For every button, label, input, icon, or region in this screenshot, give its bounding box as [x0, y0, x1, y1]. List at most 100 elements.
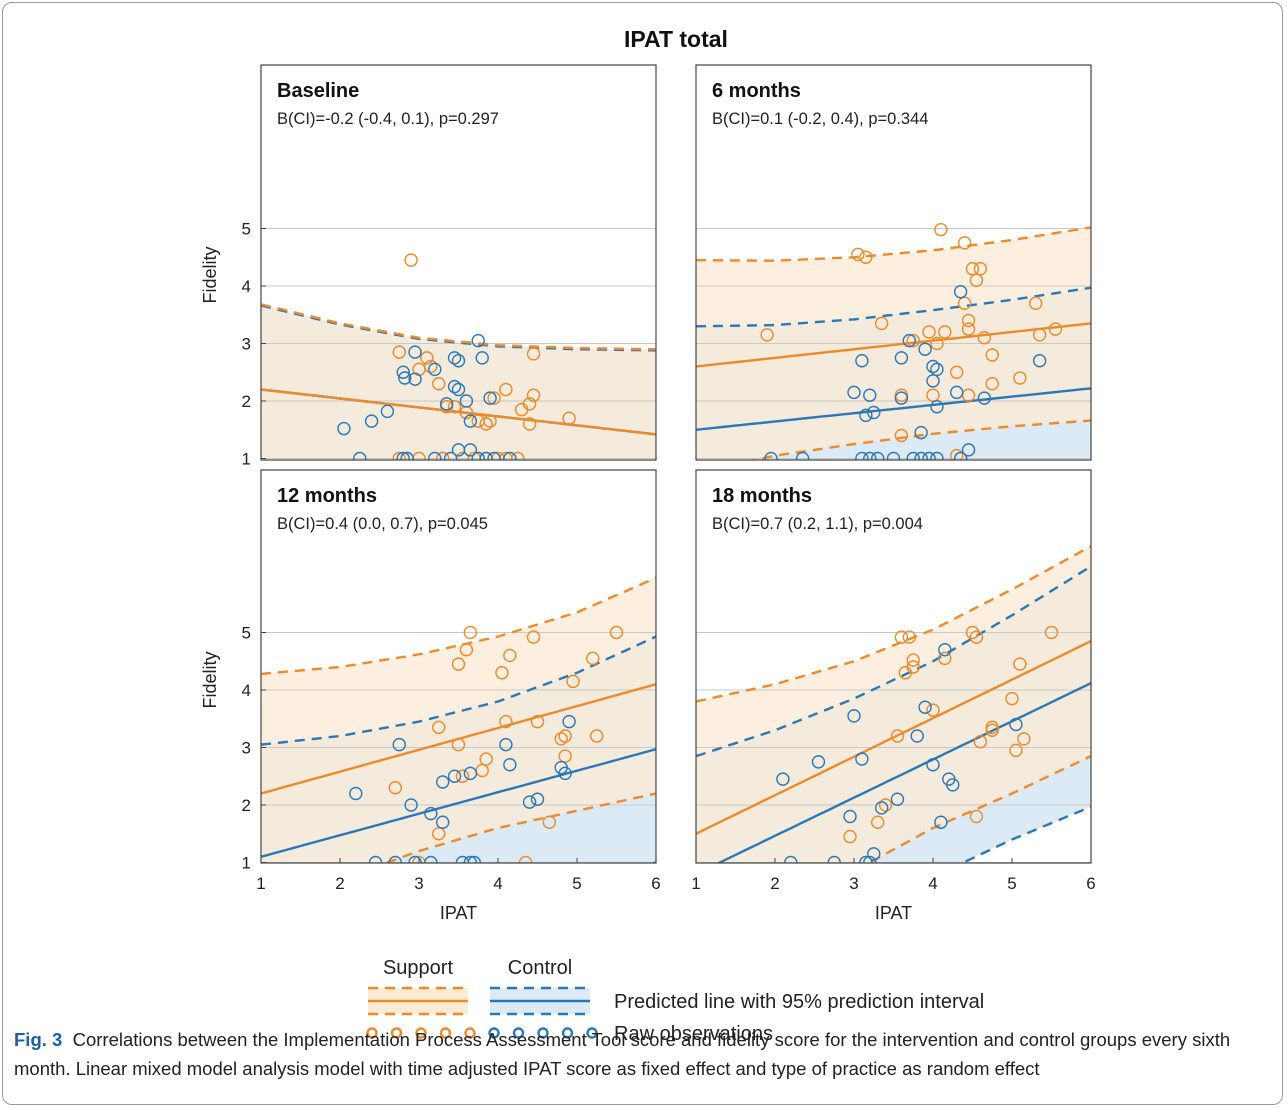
support-observation-point: [1048, 322, 1063, 336]
support-observation-point: [926, 703, 940, 717]
control-observation-point: [795, 451, 810, 460]
control-observation-point: [918, 700, 932, 714]
legend-support-dot: [464, 1027, 476, 1039]
support-observation-point: [843, 829, 857, 844]
support-observation-point: [558, 749, 572, 763]
support-observation-point: [977, 331, 992, 345]
control-observation-point: [471, 451, 485, 460]
control-observation-point: [447, 379, 462, 394]
control-observation-point: [463, 414, 478, 428]
plot-border: [695, 64, 1092, 461]
control-observation-point: [894, 391, 909, 405]
support-observation-point: [961, 322, 976, 336]
support-observation-point: [451, 657, 466, 671]
support-observation-point: [522, 417, 537, 431]
support-observation-point: [609, 625, 624, 640]
x-tick-label: 3: [414, 874, 423, 893]
support-observation-point: [902, 630, 916, 644]
control-observation-point: [953, 451, 968, 460]
support-observation-point: [985, 348, 999, 362]
control-observation-point: [475, 351, 489, 365]
x-tick-label: 1: [691, 874, 700, 893]
legend-obs-label: Raw observations: [614, 1023, 773, 1045]
x-tick-label: 6: [1086, 874, 1095, 893]
control-observation-point: [428, 451, 442, 460]
support-observation-point: [906, 653, 920, 667]
x-tick-label: 2: [335, 874, 344, 893]
support-predicted-line: [696, 322, 1091, 368]
support-interval-band: [261, 577, 656, 863]
control-observation-point: [863, 388, 877, 402]
control-observation-point: [855, 354, 869, 368]
support-observation-point: [463, 625, 478, 640]
panel-2: 6 months B(CI)=0.1 (-0.2, 0.4), p=0.344: [695, 64, 1092, 461]
legend-line-label: Predicted line with 95% prediction inter…: [614, 991, 984, 1013]
control-observation-point: [447, 351, 462, 365]
support-observation-point: [503, 648, 517, 663]
support-observation-point: [894, 428, 909, 443]
control-observation-point: [1032, 354, 1047, 368]
main-title: IPAT total: [624, 26, 728, 52]
legend: Support Control Predicted line with 95% …: [366, 957, 984, 1045]
support-observation-point: [432, 720, 446, 735]
control-observation-point: [380, 404, 395, 419]
control-observation-point: [487, 451, 501, 460]
support-observation-point: [586, 651, 600, 666]
support-observation-point: [451, 737, 466, 752]
caption-text: Correlations between the Implementation …: [14, 1029, 1231, 1079]
support-observation-point: [926, 388, 940, 402]
x-tick-label: 1: [256, 874, 265, 893]
support-observation-point: [906, 660, 920, 674]
legend-control-dot: [586, 1027, 598, 1039]
control-observation-point: [894, 351, 909, 365]
legend-control-label: Control: [508, 957, 572, 979]
support-observation-point: [526, 388, 541, 402]
panel-stats: B(CI)=0.1 (-0.2, 0.4), p=0.344: [712, 110, 928, 128]
support-observation-point: [479, 752, 493, 766]
x-tick-label: 4: [493, 874, 502, 893]
control-observation-point: [906, 451, 920, 460]
support-observation-point: [1005, 691, 1019, 706]
control-observation-point: [930, 400, 944, 414]
support-observation-point: [1028, 296, 1043, 310]
support-lower-interval: [749, 419, 1091, 460]
support-observation-point: [542, 815, 557, 829]
y-tick-label: 2: [242, 392, 251, 411]
control-predicted-line: [261, 748, 656, 858]
support-observation-point: [859, 250, 873, 264]
support-observation-point: [479, 417, 493, 431]
y-tick-label: 2: [242, 796, 251, 815]
y-axis-label: Fidelity: [200, 246, 220, 303]
control-observation-point: [953, 285, 968, 299]
support-observation-point: [420, 351, 434, 365]
panel-4: 18 months B(CI)=0.7 (0.2, 1.1), p=0.004 1 2…: [691, 469, 1096, 923]
support-observation-point: [566, 674, 580, 689]
x-tick-label: 5: [572, 874, 581, 893]
control-observation-point: [946, 778, 960, 792]
control-observation-point: [479, 451, 493, 460]
x-axis-label: IPAT: [875, 903, 912, 923]
control-observation-point: [392, 737, 406, 752]
support-observation-point: [1032, 328, 1047, 342]
y-tick-label: 4: [242, 277, 251, 296]
support-observation-point: [973, 735, 988, 749]
support-upper-interval: [696, 226, 1091, 262]
support-observation-point: [432, 827, 446, 841]
support-observation-point: [487, 391, 501, 405]
control-observation-point: [859, 408, 873, 423]
legend-control-dot: [488, 1027, 500, 1039]
control-observation-point: [764, 451, 778, 460]
support-observation-point: [404, 253, 418, 267]
control-observation-point: [451, 382, 466, 397]
control-observation-point: [459, 394, 474, 408]
support-observation-point: [985, 377, 999, 391]
control-observation-point: [926, 374, 940, 388]
support-observation-point: [483, 414, 497, 428]
x-tick-label: 4: [928, 874, 937, 893]
control-observation-point: [396, 451, 410, 460]
support-observation-point: [871, 815, 885, 829]
control-upper-interval: [696, 286, 1091, 328]
control-observation-point: [867, 405, 881, 420]
support-observation-point: [392, 451, 406, 460]
